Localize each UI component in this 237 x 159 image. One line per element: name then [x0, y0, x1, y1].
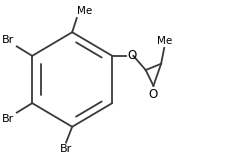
Text: Me: Me [157, 36, 172, 46]
Text: O: O [149, 88, 158, 101]
Text: O: O [127, 49, 137, 62]
Text: Br: Br [2, 114, 14, 124]
Text: Br: Br [60, 144, 72, 154]
Text: Me: Me [77, 7, 92, 16]
Text: Br: Br [2, 35, 14, 45]
